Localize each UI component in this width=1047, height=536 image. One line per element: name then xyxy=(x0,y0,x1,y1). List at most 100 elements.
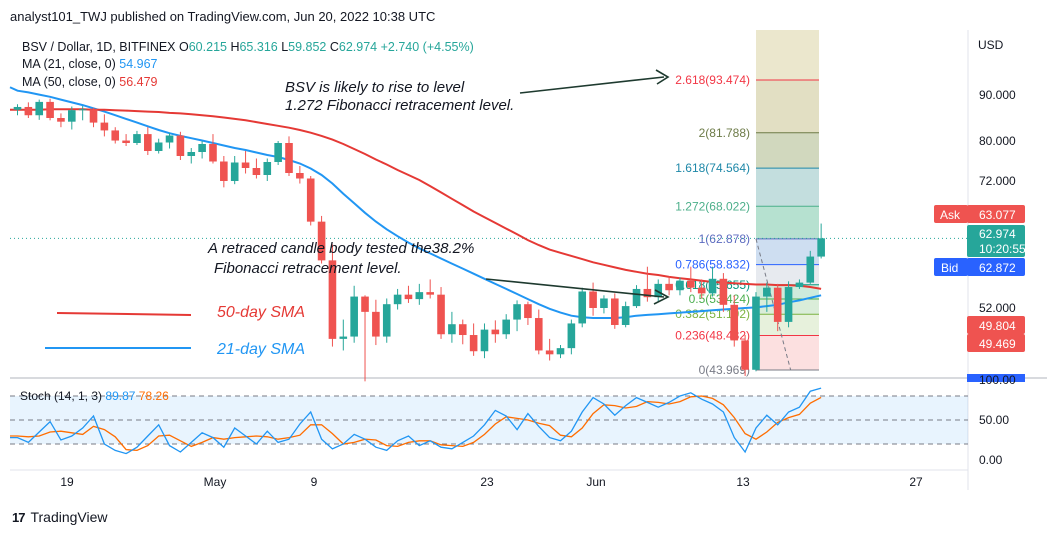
legend-part: C xyxy=(330,40,339,54)
legend-part: L xyxy=(281,40,288,54)
bid-tag-label-bg xyxy=(934,258,968,276)
candle-body xyxy=(806,256,815,283)
ma21-tag-value: 49.469 xyxy=(979,337,1016,351)
stoch-legend: Stoch (14, 1, 3) 89.87 78.26 xyxy=(20,389,169,403)
arrow-mid-line xyxy=(485,278,665,298)
candle-body xyxy=(448,324,456,335)
publish-header-text: analyst101_TWJ published on TradingView.… xyxy=(10,9,436,24)
stoch-k-line xyxy=(10,387,822,455)
candle-body xyxy=(502,319,510,335)
fib-band xyxy=(756,132,819,169)
fib-band xyxy=(756,314,819,336)
fib-level-label: 2(81.788) xyxy=(699,126,750,140)
candle-body xyxy=(752,296,760,370)
candle-body xyxy=(404,294,413,300)
ma21-tag-bg xyxy=(967,334,1025,352)
candle-body xyxy=(24,106,33,116)
candle-body xyxy=(198,144,206,152)
candle-body xyxy=(350,296,358,337)
time-tick: 27 xyxy=(909,475,923,489)
candle-body xyxy=(513,304,521,320)
last-price-tag-bg xyxy=(967,225,1025,257)
candle-body xyxy=(187,152,196,156)
time-tick: 13 xyxy=(736,475,750,489)
sma50-key-line xyxy=(56,312,192,316)
candle-body xyxy=(437,294,445,335)
legend-part: 62.974 xyxy=(339,40,381,54)
bid-tag-label: Bid xyxy=(941,261,958,275)
candle-body xyxy=(730,304,739,341)
candle-body xyxy=(296,173,304,179)
candle-body xyxy=(68,110,76,122)
stoch-legend-label: Stoch (14, 1, 3) xyxy=(20,389,105,403)
time-tick: 9 xyxy=(311,475,318,489)
fib-trend-line xyxy=(755,238,792,371)
candle-body xyxy=(122,140,130,143)
candle-body xyxy=(469,335,478,352)
price-tick: 80.000 xyxy=(979,134,1016,148)
bid-tag-bg xyxy=(967,258,1025,276)
fib-level-label: 1.618(74.564) xyxy=(675,161,750,175)
annotation-top-line2: 1.272 Fibonacci retracement level. xyxy=(285,97,514,114)
price-scale-handle xyxy=(967,374,1025,382)
candle-body xyxy=(534,318,543,351)
candle-body xyxy=(111,130,120,141)
candle-body xyxy=(13,106,22,110)
candle-body xyxy=(78,109,87,111)
candle-body xyxy=(274,143,282,162)
stoch-tick: 0.00 xyxy=(979,453,1003,467)
tradingview-brand: TradingView xyxy=(30,509,108,525)
ma50-tag-bg xyxy=(967,316,1025,334)
fib-level-label: 0.236(48.432) xyxy=(675,329,750,343)
fib-level-label: 1(62.878) xyxy=(699,232,750,246)
candle-body xyxy=(100,122,109,131)
candle-body xyxy=(361,296,369,312)
arrow-top-line xyxy=(519,76,665,94)
countdown-value: 10:20:55 xyxy=(979,242,1026,256)
legend-part: 60.215 xyxy=(189,40,231,54)
candle-body xyxy=(426,292,434,295)
ma21-line xyxy=(9,86,822,319)
stoch-d-value: 78.26 xyxy=(139,389,169,403)
last-price-value: 62.974 xyxy=(979,227,1016,241)
candle-body xyxy=(46,101,54,118)
candle-body xyxy=(306,178,315,222)
candle-body xyxy=(611,298,619,325)
fib-band xyxy=(756,80,819,133)
fib-band xyxy=(756,335,819,370)
annotation-mid-line1: A retraced candle body tested the38.2% xyxy=(207,240,474,257)
fib-level-label: 2.618(93.474) xyxy=(675,73,750,87)
fib-band xyxy=(756,264,819,285)
candle-body xyxy=(556,348,565,355)
ask-tag-label: Ask xyxy=(940,208,961,222)
fib-band-top xyxy=(756,30,819,80)
ma21-legend-value: 54.967 xyxy=(119,57,157,71)
time-tick: 23 xyxy=(480,475,494,489)
ask-tag-value: 63.077 xyxy=(979,208,1016,222)
candle-body xyxy=(719,278,728,305)
candle-body xyxy=(241,162,250,168)
candle-body xyxy=(230,162,239,181)
ma21-legend: MA (21, close, 0) 54.967 xyxy=(22,57,158,71)
candle-body xyxy=(209,144,217,162)
candle-body xyxy=(600,298,608,308)
stoch-tick: 50.00 xyxy=(979,413,1009,427)
candle-body xyxy=(567,323,576,349)
price-tick: 72.000 xyxy=(979,174,1016,188)
legend-part: H xyxy=(230,40,239,54)
candle-body xyxy=(382,304,391,337)
fib-level-label: 0.786(58.832) xyxy=(675,258,750,272)
tradingview-footer[interactable]: 17 TradingView xyxy=(12,509,108,525)
time-tick: Jun xyxy=(586,475,605,489)
time-tick: May xyxy=(204,475,227,489)
ask-tag-label-bg xyxy=(934,205,968,223)
candle-body xyxy=(480,329,489,352)
candle-body xyxy=(524,304,532,319)
candle-body xyxy=(817,238,825,257)
fib-band xyxy=(756,206,819,239)
candle-body xyxy=(328,260,337,339)
candle-body xyxy=(578,291,587,324)
candle-body xyxy=(621,306,630,325)
fib-level-label: 0(43.969) xyxy=(699,363,750,377)
